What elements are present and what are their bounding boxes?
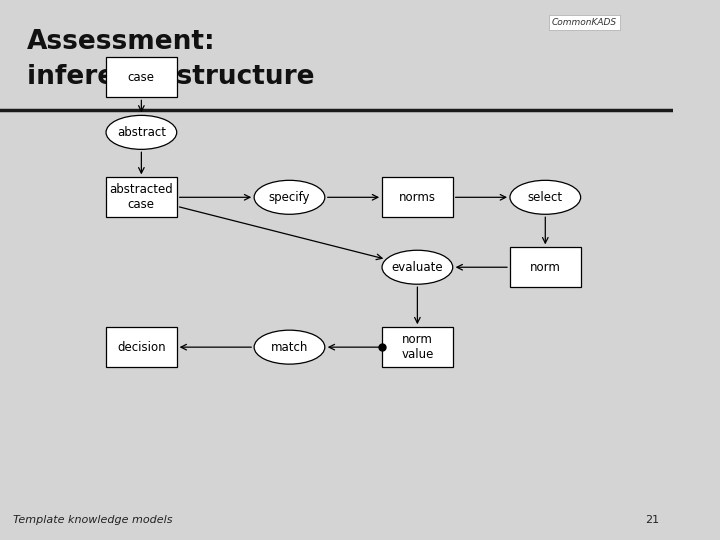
Text: norms: norms (399, 191, 436, 204)
Ellipse shape (382, 250, 453, 284)
Text: evaluate: evaluate (392, 261, 444, 274)
Text: norm: norm (530, 261, 561, 274)
Ellipse shape (254, 330, 325, 364)
Text: abstract: abstract (117, 126, 166, 139)
Ellipse shape (254, 180, 325, 214)
Text: abstracted
case: abstracted case (109, 183, 174, 211)
Text: case: case (128, 71, 155, 84)
FancyBboxPatch shape (382, 327, 453, 367)
Ellipse shape (106, 116, 176, 150)
Text: CommonKADS: CommonKADS (552, 18, 617, 27)
FancyBboxPatch shape (106, 177, 176, 217)
FancyBboxPatch shape (106, 57, 176, 97)
Text: Template knowledge models: Template knowledge models (14, 515, 173, 525)
Text: specify: specify (269, 191, 310, 204)
FancyBboxPatch shape (382, 177, 453, 217)
Text: Assessment:: Assessment: (27, 30, 215, 56)
FancyBboxPatch shape (510, 247, 580, 287)
Text: select: select (528, 191, 563, 204)
FancyBboxPatch shape (106, 327, 176, 367)
Text: decision: decision (117, 341, 166, 354)
Text: 21: 21 (646, 515, 660, 525)
Text: norm
value: norm value (401, 333, 433, 361)
Ellipse shape (510, 180, 580, 214)
Text: inference structure: inference structure (27, 64, 315, 90)
Text: match: match (271, 341, 308, 354)
